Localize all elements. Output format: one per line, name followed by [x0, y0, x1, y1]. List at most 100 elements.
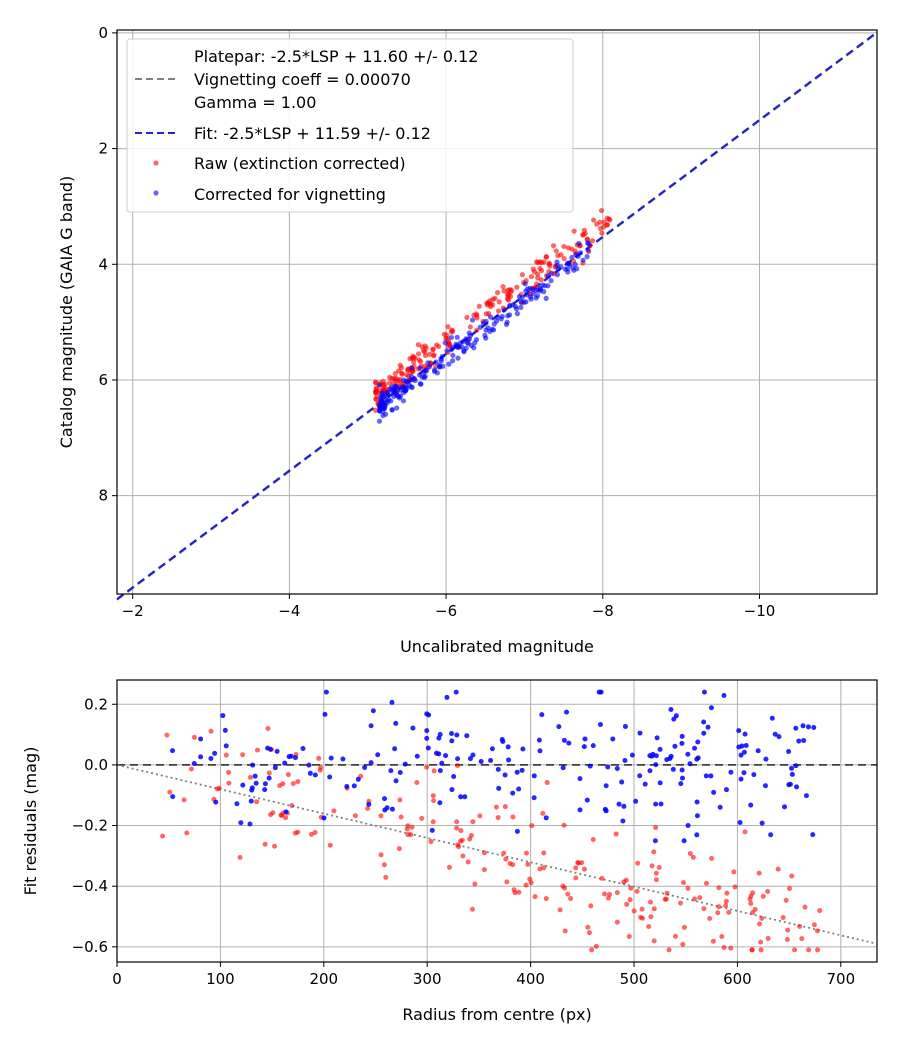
corrected-residual-point	[514, 769, 520, 775]
corrected-residual-point	[191, 761, 197, 767]
raw-point	[387, 374, 393, 380]
corrected-point	[487, 314, 494, 320]
corrected-point	[528, 296, 534, 302]
raw-residual-point	[750, 890, 756, 896]
top-x-tick-label: −8	[592, 602, 614, 620]
corrected-residual-point	[213, 799, 219, 805]
raw-residual-point	[469, 906, 475, 912]
raw-residual-point	[731, 869, 737, 875]
raw-point	[397, 362, 403, 368]
raw-residual-point	[398, 814, 404, 820]
corrected-point	[406, 382, 412, 388]
raw-residual-point	[690, 854, 696, 860]
raw-point	[519, 272, 525, 278]
corrected-residual-point	[397, 769, 403, 775]
corrected-residual-point	[451, 774, 457, 780]
raw-residual-point	[383, 874, 389, 880]
raw-point	[411, 359, 417, 365]
corrected-residual-point	[805, 724, 811, 730]
corrected-residual-point	[759, 820, 765, 826]
corrected-residual-point	[368, 760, 374, 766]
corrected-residual-point	[488, 757, 494, 763]
corrected-residual-point	[252, 773, 258, 779]
corrected-residual-point	[679, 775, 685, 781]
raw-point	[550, 243, 557, 249]
corrected-point	[377, 408, 383, 414]
corrected-residual-point	[621, 803, 627, 809]
corrected-residual-point	[424, 728, 430, 734]
corrected-residual-point	[741, 770, 747, 776]
raw-residual-point	[290, 781, 296, 787]
bottom-reference-lines	[116, 764, 878, 945]
corrected-point	[442, 340, 448, 346]
raw-point	[571, 228, 577, 234]
corrected-residual-point	[681, 838, 687, 844]
raw-residual-point	[378, 852, 384, 858]
corrected-residual-point	[170, 794, 176, 800]
raw-point	[533, 281, 540, 287]
corrected-residual-point	[616, 801, 622, 807]
raw-residual-point	[666, 947, 672, 953]
raw-residual-point	[649, 863, 655, 869]
corrected-residual-point	[464, 733, 470, 739]
corrected-residual-point	[737, 819, 743, 825]
raw-residual-point	[628, 885, 634, 891]
raw-point	[530, 266, 536, 272]
corrected-point	[518, 304, 524, 310]
raw-residual-point	[419, 815, 425, 821]
corrected-point	[522, 281, 528, 287]
corrected-residual-point	[370, 708, 376, 714]
bottom-x-tick-label: 600	[723, 970, 752, 988]
raw-point	[487, 298, 493, 304]
corrected-residual-point	[443, 753, 449, 759]
raw-residual-point	[757, 921, 763, 927]
corrected-residual-point	[462, 794, 468, 800]
raw-residual-point	[703, 880, 709, 886]
corrected-residual-point	[351, 783, 357, 789]
raw-residual-point	[481, 850, 487, 856]
corrected-residual-point	[250, 762, 256, 768]
corrected-residual-point	[478, 759, 484, 765]
corrected-residual-point	[272, 765, 278, 771]
corrected-residual-point	[467, 756, 473, 762]
corrected-point	[450, 352, 456, 358]
corrected-residual-point	[436, 751, 442, 757]
corrected-point	[408, 365, 415, 371]
corrected-point	[505, 313, 511, 319]
corrected-residual-point	[300, 745, 306, 751]
raw-point	[541, 259, 547, 265]
raw-residual-point	[646, 923, 652, 929]
raw-residual-point	[226, 780, 232, 786]
raw-residual-point	[651, 906, 657, 912]
corrected-residual-point	[584, 797, 590, 803]
corrected-residual-point	[776, 734, 782, 740]
raw-residual-point	[254, 747, 260, 753]
corrected-residual-point	[328, 755, 334, 761]
corrected-residual-point	[496, 785, 502, 791]
raw-residual-point	[254, 799, 260, 805]
raw-residual-point	[188, 766, 194, 772]
corrected-residual-point	[454, 732, 460, 738]
raw-point	[508, 289, 514, 295]
raw-residual-point	[783, 897, 789, 903]
corrected-residual-point	[670, 766, 676, 772]
raw-point	[450, 328, 456, 334]
corrected-point	[461, 348, 467, 354]
corrected-point	[558, 264, 564, 270]
raw-residual-point	[528, 880, 534, 886]
raw-residual-point	[295, 829, 301, 835]
corrected-residual-point	[694, 832, 700, 838]
raw-residual-point	[562, 928, 568, 934]
corrected-point	[473, 336, 480, 343]
corrected-residual-point	[653, 801, 659, 807]
corrected-residual-point	[489, 746, 495, 752]
corrected-residual-point	[642, 781, 648, 787]
corrected-point	[419, 374, 425, 380]
corrected-residual-point	[657, 746, 663, 752]
raw-point	[422, 352, 429, 359]
corrected-residual-point	[796, 738, 802, 744]
corrected-point	[494, 314, 501, 320]
corrected-point	[480, 320, 487, 326]
raw-point	[535, 275, 541, 281]
raw-point	[599, 230, 605, 236]
